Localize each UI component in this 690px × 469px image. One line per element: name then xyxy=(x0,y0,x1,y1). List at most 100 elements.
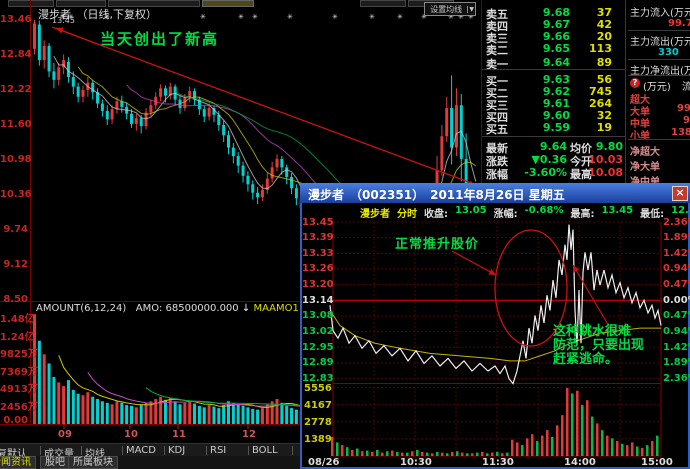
inflow-value: 99.7 xyxy=(668,18,690,29)
ma-settings-button[interactable]: 设置均线 ▼ xyxy=(424,2,476,16)
event-marker-icon: ✳ xyxy=(421,13,427,21)
volume-tick-label: 4167 xyxy=(304,399,332,411)
axis-tick-label: 9.74 xyxy=(3,224,28,235)
month-label: 10 xyxy=(124,429,138,440)
event-marker-icon: ✳ xyxy=(458,13,464,21)
price-tick-label: 12.95 xyxy=(302,341,334,353)
chevron-down-icon: ▼ xyxy=(467,5,474,13)
time-label: 15:00 xyxy=(641,457,673,468)
chart-annotation-new-high: 当天创出了新高 xyxy=(100,30,220,48)
percent-tick-label: 2.36% xyxy=(663,216,690,228)
quote-label: 最高 xyxy=(570,168,592,181)
net-outflow-label: 主力净流出(万元) xyxy=(630,66,690,77)
level-volume: 37 xyxy=(596,6,612,19)
level-price: 9.65 xyxy=(542,42,570,55)
level-price: 9.59 xyxy=(542,121,570,134)
tab-separator xyxy=(248,446,249,455)
level-label: 卖五 xyxy=(486,8,508,21)
popup-title: 漫步者 （002351） 2011年8月26日 星期五 xyxy=(308,188,565,202)
volume-tick-label: 1389 xyxy=(304,433,332,445)
tab-MACD[interactable]: MACD xyxy=(126,445,156,456)
event-marker-icon: ✳ xyxy=(369,13,375,21)
percent-tick-label: 0.47% xyxy=(663,279,690,291)
clipped-toolbar-fragment[interactable] xyxy=(108,0,200,7)
tab-KDJ[interactable]: KDJ xyxy=(168,445,186,456)
quote-label: 涨幅 xyxy=(486,168,508,181)
volume-tick-label: 5556 xyxy=(304,382,332,394)
popup-titlebar[interactable]: 漫步者 （002351） 2011年8月26日 星期五 × xyxy=(300,183,690,203)
level-price: 9.62 xyxy=(542,85,570,98)
tab-RSI[interactable]: RSI xyxy=(210,445,227,456)
fund-row-value: 99 xyxy=(677,103,690,114)
level-price: 9.68 xyxy=(542,6,570,19)
net-row-label: 净超大 xyxy=(630,147,660,158)
quote-label: 涨跌 xyxy=(486,155,508,168)
intraday-info-row: 漫步者分时收盘:13.05涨幅:-0.68%最高:13.45最低:12.80成交… xyxy=(360,205,690,220)
tab-BOLL[interactable]: BOLL xyxy=(252,445,278,456)
intraday-popup-window: 漫步者 （002351） 2011年8月26日 星期五 × 漫步者 分时 收盘: 13… xyxy=(300,183,690,469)
volume-tick-label: 9825万 xyxy=(0,349,38,360)
fund-row-label: 超大 xyxy=(630,95,650,106)
close-icon[interactable]: × xyxy=(672,186,688,201)
down-arrow-icon: ↓ xyxy=(241,303,251,314)
info-item: 收盘: xyxy=(424,209,448,220)
tab-所属板块[interactable]: 所属板块 xyxy=(68,456,118,469)
percent-tick-label: 1.42% xyxy=(663,341,690,353)
info-item: 漫步者 xyxy=(360,209,390,220)
event-marker-icon: ✳ xyxy=(68,13,74,21)
volume-tick-label: 1.24亿 xyxy=(0,331,35,343)
axis-tick-label: 11.60 xyxy=(0,119,32,130)
price-tick-label: 13.39 xyxy=(302,232,334,244)
price-tick-label: 13.02 xyxy=(302,326,334,338)
event-marker-icon: ✳ xyxy=(238,13,244,21)
tab-均线[interactable]: 均线 xyxy=(85,449,105,460)
help-icon[interactable]: ? xyxy=(630,78,640,88)
tab-separator xyxy=(292,446,293,455)
event-marker-icon: ✳ xyxy=(332,13,338,21)
indicator-name[interactable]: AMOUNT(6,12,24) xyxy=(36,303,127,314)
event-marker-icon: ✳ xyxy=(287,13,293,21)
divider xyxy=(628,30,690,31)
level-price: 9.60 xyxy=(542,109,570,122)
tab-恢复默认[interactable]: 恢复默认 xyxy=(0,449,27,460)
price-tick-label: 13.20 xyxy=(302,279,334,291)
quote-value: 9.64 xyxy=(539,140,567,153)
divider xyxy=(482,69,625,70)
column-divider xyxy=(625,0,626,183)
price-tick-label: 12.89 xyxy=(302,357,334,369)
tab-股吧[interactable]: 股吧 xyxy=(40,456,70,469)
level-label: 卖四 xyxy=(486,20,508,33)
level-volume: 89 xyxy=(596,56,612,69)
level-volume: 113 xyxy=(589,42,612,55)
event-marker-icon: ✳ xyxy=(448,13,454,21)
level-price: 9.67 xyxy=(542,18,570,31)
annotation-line: 这种跳水很难 xyxy=(553,324,632,339)
annotation-line: 赶紧逃命。 xyxy=(553,352,619,367)
info-item: 13.05 xyxy=(455,205,487,216)
clipped-toolbar-fragment[interactable] xyxy=(360,0,406,7)
net-row-label: 净中单 xyxy=(630,173,660,188)
level-label: 买五 xyxy=(486,123,508,136)
chart-title: 漫步者 （日线,下复权） xyxy=(38,8,157,21)
quote-value: 9.80 xyxy=(595,140,623,153)
clipped-toolbar-fragment[interactable] xyxy=(202,0,254,7)
tab-新闻资讯[interactable]: 新闻资讯 xyxy=(0,456,36,469)
tab-成交量[interactable]: 成交量 xyxy=(44,449,74,460)
volume-tick-label: 0.00 xyxy=(3,415,28,426)
divider xyxy=(628,75,690,76)
quote-label: 最新 xyxy=(486,142,508,155)
volume-tick-label: 4913万 xyxy=(0,384,38,395)
volume-tick-label: 1.48亿 xyxy=(0,314,35,325)
divider xyxy=(628,59,690,60)
annotation-push-up: 正常推升股价 xyxy=(395,237,480,252)
outflow-label: 主力流出(万元) xyxy=(630,37,690,48)
month-label: 09 xyxy=(58,429,72,440)
clipped-toolbar-fragment[interactable] xyxy=(56,0,106,7)
price-tick-label: 13.26 xyxy=(302,263,334,275)
info-item: 涨幅: xyxy=(493,209,518,220)
axis-tick-label: 10.98 xyxy=(0,154,32,165)
flow-col-label: 流 xyxy=(682,82,690,93)
level-volume: 20 xyxy=(596,30,612,43)
inflow-label: 主力流入(万元) xyxy=(630,8,690,19)
axis-tick-label: 9.12 xyxy=(3,259,28,270)
